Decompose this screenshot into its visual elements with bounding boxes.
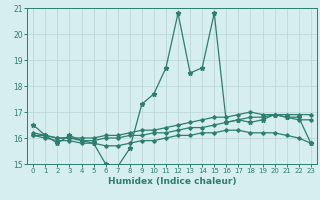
X-axis label: Humidex (Indice chaleur): Humidex (Indice chaleur) [108, 177, 236, 186]
